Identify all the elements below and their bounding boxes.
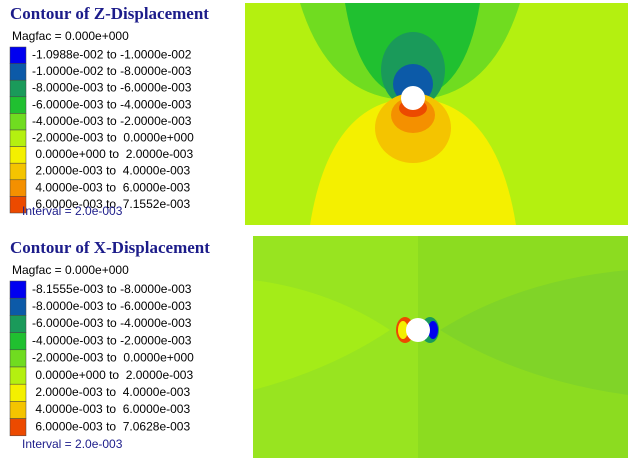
legend-label: -2.0000e-003 to 0.0000e+000 bbox=[32, 130, 194, 144]
legend-swatch bbox=[9, 146, 27, 164]
legend-swatch bbox=[9, 280, 27, 299]
legend-label: -8.1555e-003 to -8.0000e-003 bbox=[32, 282, 192, 296]
legend-label: -4.0000e-003 to -2.0000e-003 bbox=[32, 114, 192, 128]
legend-label: 6.0000e-003 to 7.0628e-003 bbox=[32, 419, 190, 433]
legend-swatch bbox=[9, 113, 27, 131]
legend-swatch bbox=[9, 401, 27, 419]
magfac: Magfac = 0.000e+000 bbox=[12, 29, 129, 43]
magfac: Magfac = 0.000e+000 bbox=[12, 263, 129, 277]
z-contour-plot bbox=[245, 3, 628, 225]
legend-swatch bbox=[9, 63, 27, 81]
interval: Interval = 2.0e-003 bbox=[22, 204, 123, 218]
legend-swatch bbox=[9, 96, 27, 114]
x-contour-plot bbox=[253, 236, 628, 458]
legend-label: -1.0988e-002 to -1.0000e-002 bbox=[32, 47, 192, 61]
legend-swatch bbox=[9, 46, 27, 64]
legend-swatch bbox=[9, 315, 27, 333]
interval: Interval = 2.0e-003 bbox=[22, 437, 123, 451]
panel-title: Contour of X-Displacement bbox=[10, 238, 210, 257]
legend-label: -6.0000e-003 to -4.0000e-003 bbox=[32, 316, 192, 330]
legend-label: 0.0000e+000 to 2.0000e-003 bbox=[32, 147, 193, 161]
panel-title: Contour of Z-Displacement bbox=[10, 4, 209, 23]
legend-label: -6.0000e-003 to -4.0000e-003 bbox=[32, 97, 192, 111]
legend-label: 6.0000e-003 to 7.1552e-003 bbox=[32, 197, 190, 211]
legend-swatch bbox=[9, 418, 27, 437]
legend-swatch bbox=[9, 129, 27, 147]
legend-swatch bbox=[9, 297, 27, 316]
legend-swatch bbox=[9, 383, 27, 402]
legend-label: -4.0000e-003 to -2.0000e-003 bbox=[32, 333, 192, 347]
legend-label: -2.0000e-003 to 0.0000e+000 bbox=[32, 351, 194, 365]
legend-label: -8.0000e-003 to -6.0000e-003 bbox=[32, 81, 192, 95]
legend-label: -8.0000e-003 to -6.0000e-003 bbox=[32, 299, 192, 313]
legend-swatch bbox=[9, 179, 27, 197]
legend-swatch bbox=[9, 349, 27, 368]
legend-swatch bbox=[9, 196, 27, 214]
legend-swatch bbox=[9, 79, 27, 98]
legend-swatch bbox=[9, 162, 27, 181]
legend-label: 2.0000e-003 to 4.0000e-003 bbox=[32, 164, 190, 178]
legend-swatch bbox=[9, 332, 27, 351]
legend-label: -1.0000e-002 to -8.0000e-003 bbox=[32, 64, 192, 78]
legend-label: 4.0000e-003 to 6.0000e-003 bbox=[32, 402, 190, 416]
legend-label: 4.0000e-003 to 6.0000e-003 bbox=[32, 180, 190, 194]
legend-label: 2.0000e-003 to 4.0000e-003 bbox=[32, 385, 190, 399]
legend-swatch bbox=[9, 366, 27, 385]
legend-label: 0.0000e+000 to 2.0000e-003 bbox=[32, 368, 193, 382]
